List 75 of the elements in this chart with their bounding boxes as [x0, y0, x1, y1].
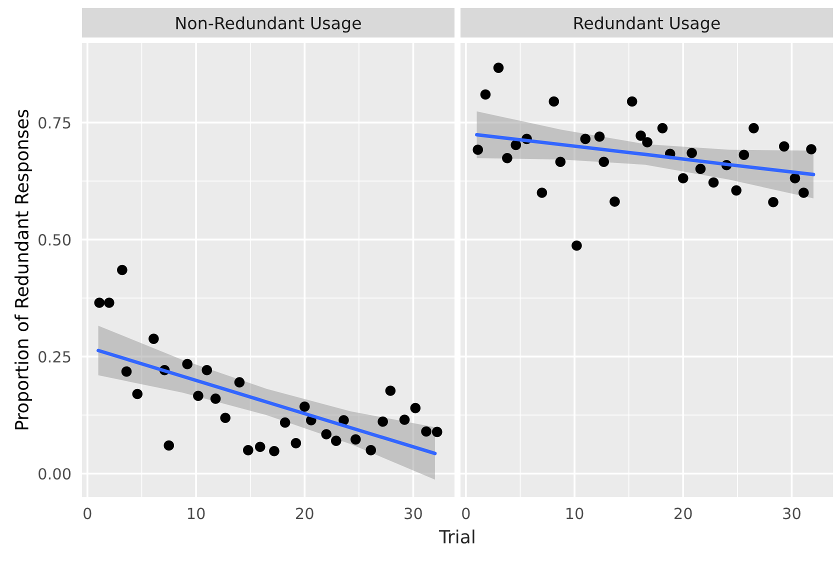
point	[182, 358, 192, 370]
point	[493, 62, 504, 73]
point	[594, 131, 605, 142]
point	[366, 445, 376, 456]
point	[636, 130, 646, 141]
x-tick-label: 30	[783, 508, 800, 520]
point	[421, 426, 432, 437]
point	[678, 173, 688, 184]
point	[254, 442, 266, 452]
point	[193, 390, 204, 402]
point	[626, 96, 638, 107]
point	[299, 402, 310, 412]
point	[243, 445, 254, 456]
point	[598, 156, 610, 168]
y-tick-label: 0.50	[38, 234, 71, 246]
point	[410, 402, 421, 414]
point	[708, 177, 719, 188]
line-series	[96, 348, 437, 456]
point	[548, 96, 560, 107]
y-axis-title: Proportion of Redundant Responses	[14, 110, 32, 430]
point	[94, 298, 105, 308]
x-tick-label: 20	[674, 508, 692, 520]
point	[385, 386, 396, 396]
point	[806, 144, 816, 154]
point	[695, 164, 706, 174]
point	[686, 148, 697, 158]
point	[104, 298, 114, 308]
point	[798, 188, 809, 198]
point	[164, 440, 174, 451]
point	[642, 137, 652, 148]
point	[480, 89, 491, 100]
point	[572, 240, 582, 251]
point	[290, 438, 302, 448]
point	[117, 264, 128, 276]
point	[580, 134, 591, 144]
point	[657, 123, 668, 134]
x-tick-label: 0	[84, 508, 92, 520]
point	[121, 366, 132, 377]
y-tick-label: 0.25	[38, 351, 70, 363]
x-axis-title: Trial	[439, 530, 474, 544]
chart-title: Non-Redundant Usage	[176, 16, 361, 33]
point	[731, 185, 742, 196]
chart-title: Redundant Usage	[574, 16, 720, 33]
point	[132, 388, 143, 400]
x-tick-label: 0	[462, 508, 470, 520]
point	[748, 123, 759, 134]
x-tick-label: 30	[404, 508, 422, 520]
point	[610, 196, 620, 207]
point	[350, 434, 361, 445]
point	[210, 394, 221, 404]
point	[148, 334, 159, 344]
y-tick-label: 0.75	[38, 117, 70, 129]
point	[472, 144, 484, 155]
point	[555, 156, 566, 168]
x-tick-label: 20	[296, 508, 314, 520]
point	[321, 429, 332, 440]
point	[790, 173, 800, 184]
point	[432, 426, 442, 438]
point	[778, 141, 790, 152]
point	[280, 417, 290, 428]
point	[510, 140, 522, 150]
point	[330, 436, 342, 446]
point	[502, 152, 512, 164]
point	[269, 446, 280, 456]
point	[768, 196, 778, 208]
point	[234, 377, 245, 388]
point	[536, 188, 548, 198]
y-tick-label: 0.00	[38, 468, 71, 480]
point	[399, 414, 410, 425]
point	[202, 365, 212, 376]
point	[738, 150, 750, 160]
x-tick-label: 10	[566, 508, 584, 520]
point	[378, 416, 388, 427]
point	[220, 412, 231, 424]
x-tick-label: 10	[188, 508, 205, 520]
